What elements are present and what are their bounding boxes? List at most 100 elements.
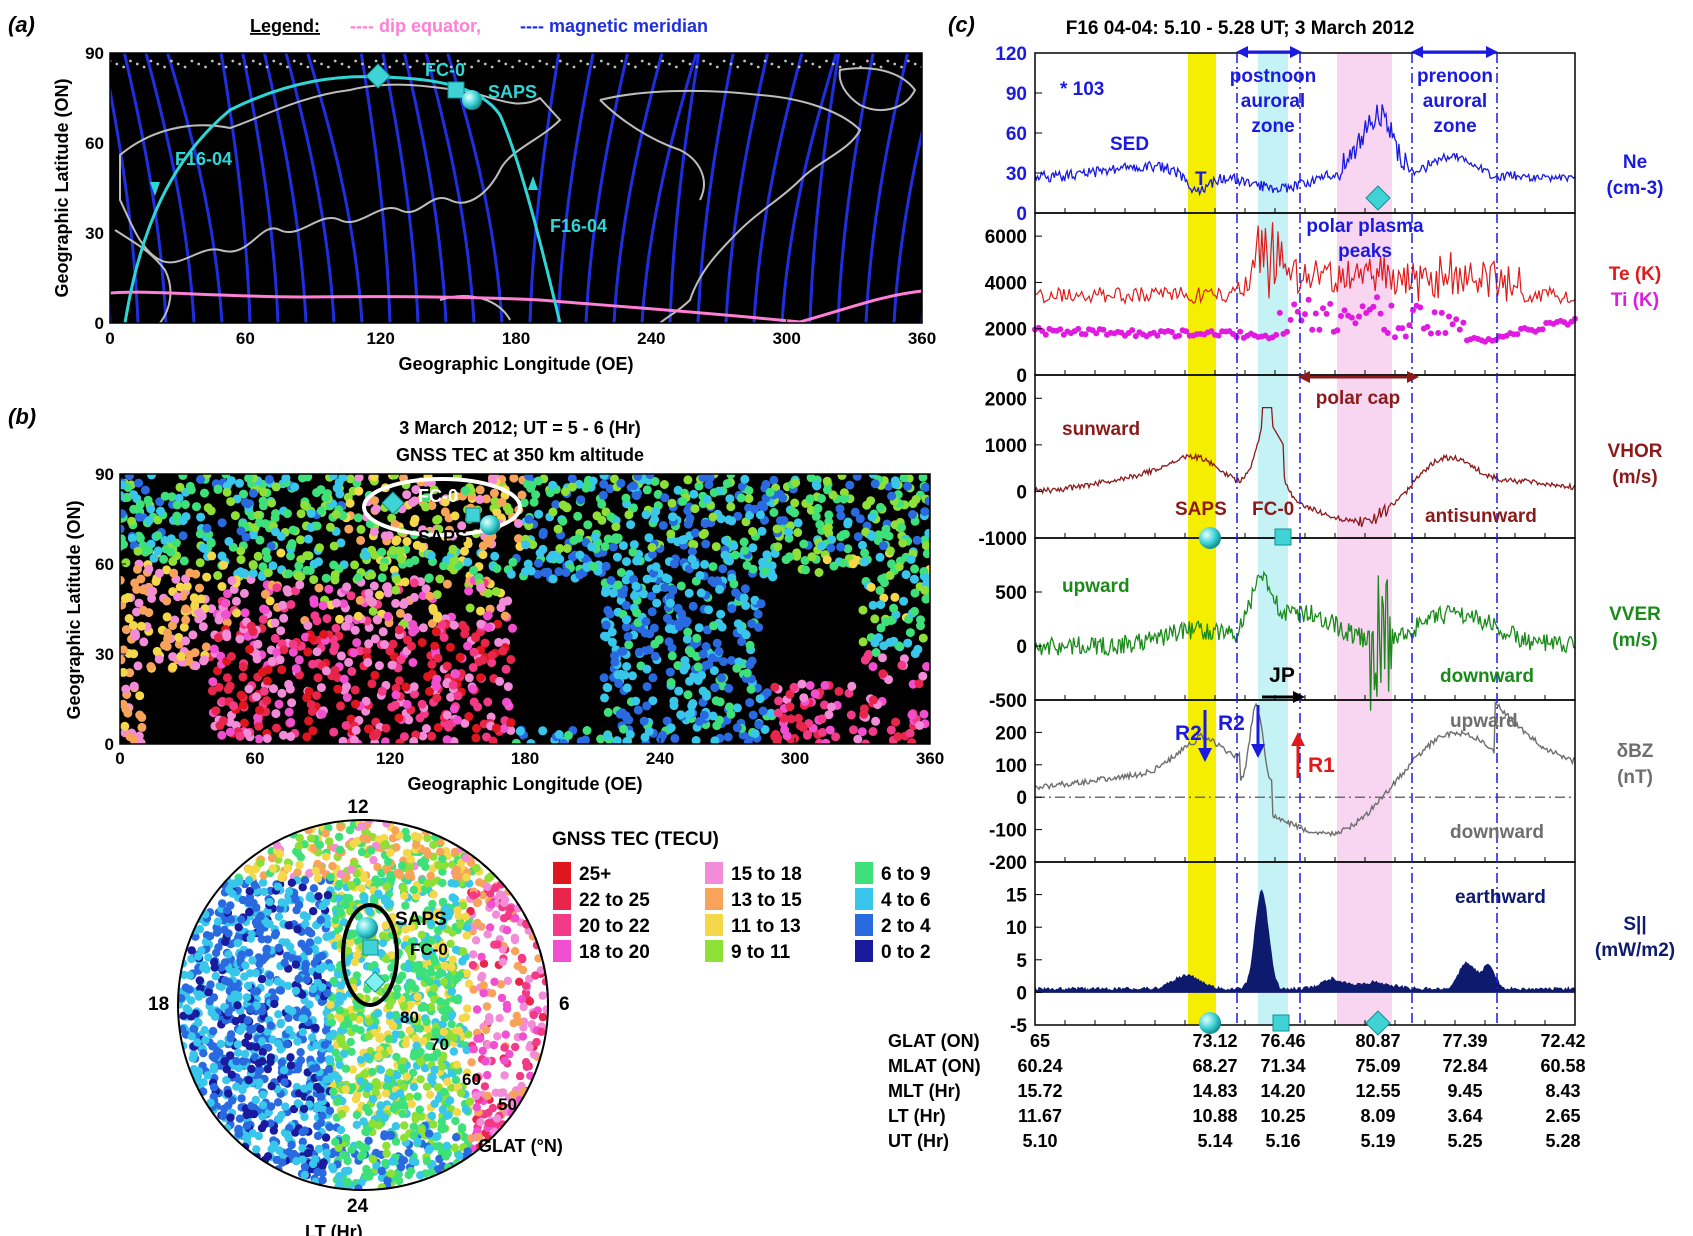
tec-dot	[716, 609, 726, 619]
polar-tec-dot	[450, 1143, 459, 1152]
tec-legend-swatch	[553, 888, 571, 910]
tec-dot	[241, 532, 251, 542]
polar-tec-dot	[452, 1133, 461, 1142]
tec-dot	[476, 583, 486, 593]
tec-dot	[829, 561, 839, 571]
tec-dot	[524, 474, 534, 481]
polar-tec-dot	[251, 968, 260, 978]
tec-dot	[648, 696, 658, 706]
tec-dot	[683, 690, 693, 700]
coastline-dot	[797, 65, 801, 69]
tec-dot	[196, 594, 206, 604]
polar-tec-dot	[343, 1177, 352, 1187]
tec-dot	[491, 587, 501, 597]
polar-tec-dot	[252, 1145, 261, 1154]
tec-dot	[634, 647, 644, 657]
tec-dot	[875, 586, 885, 595]
tec-dot	[189, 593, 199, 603]
tec-dot	[248, 488, 258, 498]
tec-dot	[645, 629, 655, 639]
tec-dot	[701, 539, 711, 549]
tec-dot	[811, 511, 821, 521]
tec-dot	[715, 584, 724, 594]
polar-tec-dot	[402, 848, 412, 857]
tec-dot	[279, 613, 289, 623]
polar-tec-dot	[422, 847, 431, 856]
polar-tec-dot	[231, 1016, 240, 1026]
polar-tec-dot	[181, 983, 191, 992]
polar-tec-dot	[301, 960, 311, 969]
polar-tec-dot	[498, 957, 507, 967]
tec-dot	[596, 734, 606, 744]
polar-tec-dot	[429, 890, 438, 899]
tec-dot	[710, 683, 720, 693]
panel-b-fc0-diamond	[381, 491, 405, 515]
ti-point	[1082, 331, 1089, 338]
tec-dot	[658, 521, 668, 530]
tec-dot	[300, 500, 310, 510]
tec-dot	[618, 541, 628, 551]
tec-dot	[511, 738, 521, 744]
polar-tec-dot	[185, 971, 194, 980]
coastline-dot	[695, 65, 699, 69]
polar-tec-dot	[416, 858, 426, 867]
tec-dot	[284, 707, 294, 717]
polar-tec-dot	[320, 1040, 329, 1050]
polar-tec-dot	[241, 1038, 250, 1048]
polar-tec-dot	[464, 979, 474, 988]
polar-tec-dot	[241, 1049, 250, 1059]
coastline-dot	[552, 65, 555, 69]
tec-dot	[153, 546, 163, 556]
tec-dot	[651, 507, 661, 517]
panel-a-xtick-label: 240	[637, 329, 665, 348]
tec-dot	[684, 646, 694, 656]
tec-dot	[903, 638, 913, 648]
tec-dot	[435, 574, 445, 584]
coastline-dot	[674, 65, 678, 69]
tec-dot	[275, 655, 285, 665]
tec-dot	[120, 645, 128, 655]
tec-dot	[614, 679, 624, 688]
tec-dot	[506, 569, 516, 579]
tec-dot	[612, 552, 622, 562]
polar-tec-dot	[210, 1053, 219, 1063]
tec-dot	[880, 578, 889, 588]
coastline-dot	[129, 59, 132, 63]
polar-tec-dot	[239, 1057, 248, 1066]
tec-dot	[156, 506, 165, 516]
polar-tec-dot	[195, 976, 204, 985]
coastline-dot	[265, 65, 269, 69]
tec-dot	[546, 553, 555, 563]
polar-tec-dot	[397, 1063, 407, 1073]
tec-dot	[402, 699, 412, 709]
polar-tec-dot	[427, 1111, 437, 1121]
tec-dot	[123, 593, 133, 602]
polar-tec-dot	[412, 1041, 421, 1051]
tec-dot	[607, 637, 617, 647]
tec-dot	[221, 474, 231, 479]
tec-dot	[574, 533, 584, 543]
tec-dot	[329, 727, 339, 737]
tec-dot	[695, 717, 704, 726]
tec-dot	[910, 588, 920, 598]
tec-dot	[894, 562, 904, 572]
tec-dot	[202, 572, 212, 582]
tec-dot	[846, 710, 856, 720]
tec-dot	[681, 661, 691, 671]
tec-dot	[529, 497, 539, 507]
polar-lt-12: 12	[347, 797, 368, 818]
polar-tec-dot	[323, 919, 332, 929]
tec-dot	[381, 723, 391, 733]
tec-dot	[622, 662, 632, 671]
tec-dot	[732, 663, 742, 673]
tec-dot	[826, 543, 836, 553]
tec-dot	[492, 564, 502, 573]
magnetic-meridian-line	[640, 53, 698, 323]
tec-dot	[238, 700, 248, 710]
coastline-dot	[497, 59, 501, 63]
polar-tec-dot	[309, 907, 318, 916]
tec-dot	[601, 631, 611, 641]
legend-magnetic-meridian: ---- magnetic meridian	[520, 16, 708, 36]
polar-tec-dot	[254, 1131, 263, 1141]
